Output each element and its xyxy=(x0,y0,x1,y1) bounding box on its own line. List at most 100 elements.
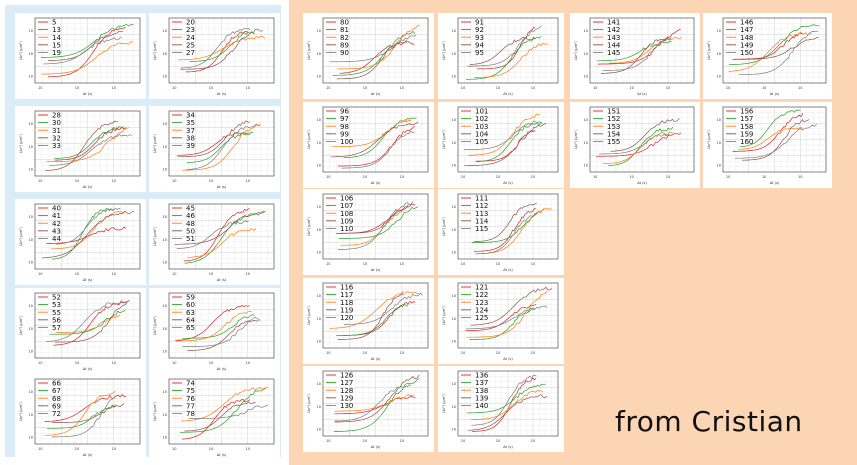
legend-label: 93 xyxy=(475,34,484,42)
legend-label: 96 xyxy=(340,108,349,116)
legend-label: 40 xyxy=(52,205,61,213)
axes-frame xyxy=(322,282,429,349)
legend-label: 142 xyxy=(607,26,620,34)
series-line-30 xyxy=(54,126,125,159)
legend-label: 14 xyxy=(52,34,61,42)
series-line-74 xyxy=(182,398,251,440)
y-axis-label: ⟨Δr²⟩ (μm²) xyxy=(574,40,578,59)
series-line-65 xyxy=(182,316,259,347)
series-line-59 xyxy=(175,304,250,341)
legend-label: 43 xyxy=(52,227,61,235)
y-axis-label: ⟨Δr²⟩ (μm²) xyxy=(442,129,446,148)
legend-label: 110 xyxy=(340,225,353,233)
legend-label: 76 xyxy=(186,395,195,403)
series-line-151 xyxy=(596,132,682,157)
legend-label: 104 xyxy=(475,130,489,138)
legend-label: 152 xyxy=(607,115,620,123)
y-tick-label: 10 xyxy=(163,261,167,265)
x-axis-label: Δt (s) xyxy=(371,445,381,449)
legend-label: 28 xyxy=(52,112,61,120)
y-tick-label: 10 xyxy=(163,304,167,308)
series-line-153 xyxy=(602,131,674,165)
series-line-5 xyxy=(47,26,126,78)
x-axis-label: Δt (s) xyxy=(503,268,513,272)
legend-label: 74 xyxy=(186,380,195,388)
series-line-122 xyxy=(469,307,535,340)
series-line-160 xyxy=(734,123,817,159)
legend-label: 25 xyxy=(186,41,195,49)
series-line-158 xyxy=(737,126,804,150)
x-tick-label: 10 xyxy=(246,86,250,90)
y-axis-label: ⟨Δr²⟩ (μm²) xyxy=(19,226,23,245)
legend-label: 109 xyxy=(340,217,353,225)
y-tick-label: 10 xyxy=(584,52,588,56)
axes-frame xyxy=(457,193,559,260)
legend-label: 48 xyxy=(186,220,195,228)
legend-label: 19 xyxy=(52,49,61,57)
y-axis-label: ⟨Δr²⟩ (μm²) xyxy=(19,133,23,152)
y-tick-label: 10 xyxy=(452,382,456,386)
axes-frame xyxy=(34,203,141,270)
legend-label: 141 xyxy=(607,19,620,27)
y-axis-label: ⟨Δr²⟩ (μm²) xyxy=(442,216,446,235)
x-tick-label: 10 xyxy=(496,351,500,355)
series-line-40 xyxy=(46,226,127,244)
legend-label: 53 xyxy=(52,301,61,309)
x-tick-label: 10 xyxy=(112,86,116,90)
legend-label: 78 xyxy=(186,410,195,418)
y-tick-label: 10 xyxy=(29,29,33,33)
y-tick-label: 10 xyxy=(317,205,321,209)
x-tick-label: 10 xyxy=(798,175,802,179)
legend-label: 114 xyxy=(475,217,489,225)
y-tick-label: 10 xyxy=(29,390,33,394)
y-tick-label: 10 xyxy=(317,164,321,168)
y-tick-label: 10 xyxy=(29,238,33,242)
y-tick-label: 10 xyxy=(29,75,33,79)
x-tick-label: 10 xyxy=(75,86,79,90)
x-tick-label: 10 xyxy=(172,361,176,365)
x-tick-label: 10 xyxy=(112,179,116,183)
legend-label: 82 xyxy=(340,34,349,42)
series-line-51 xyxy=(176,220,249,249)
series-line-25 xyxy=(180,32,255,70)
y-axis-label: ⟨Δr²⟩ (μm²) xyxy=(153,40,157,59)
series-line-150 xyxy=(738,30,819,76)
y-axis-label: ⟨Δr²⟩ (μm²) xyxy=(153,401,157,420)
x-tick-label: 10 xyxy=(400,351,404,355)
axes-frame xyxy=(168,17,275,84)
x-axis-label: Δt (s) xyxy=(371,181,381,185)
axes-frame xyxy=(589,17,695,84)
legend-label: 136 xyxy=(475,372,489,380)
legend-label: 46 xyxy=(186,212,195,220)
legend-label: 81 xyxy=(340,26,349,34)
axes-frame xyxy=(168,378,275,445)
legend-label: 69 xyxy=(52,402,61,410)
x-tick-label: 10 xyxy=(629,175,633,179)
y-tick-label: 10 xyxy=(163,75,167,79)
y-tick-label: 10 xyxy=(452,228,456,232)
y-tick-label: 10 xyxy=(452,205,456,209)
series-line-109 xyxy=(340,204,409,234)
x-tick-label: 10 xyxy=(666,175,670,179)
series-line-140 xyxy=(471,375,537,426)
y-axis-label: ⟨Δr²⟩ (μm²) xyxy=(307,393,311,412)
legend-label: 15 xyxy=(52,41,61,49)
legend-label: 90 xyxy=(340,49,349,57)
series-line-34 xyxy=(176,131,250,156)
series-line-32 xyxy=(45,120,119,171)
legend-label: 113 xyxy=(475,210,488,218)
x-tick-label: 10 xyxy=(461,175,465,179)
series-line-120 xyxy=(343,292,423,325)
x-axis-label: Δt (s) xyxy=(217,278,227,282)
y-tick-label: 10 xyxy=(317,251,321,255)
legend-label: 143 xyxy=(607,34,620,42)
y-axis-label: ⟨Δr²⟩ (μm²) xyxy=(307,129,311,148)
y-tick-label: 10 xyxy=(29,304,33,308)
x-tick-label: 10 xyxy=(531,262,535,266)
legend-label: 122 xyxy=(475,291,488,299)
x-tick-label: 10 xyxy=(172,272,176,276)
series-line-13 xyxy=(41,23,134,58)
series-line-144 xyxy=(600,35,669,74)
legend-label: 34 xyxy=(186,112,195,120)
